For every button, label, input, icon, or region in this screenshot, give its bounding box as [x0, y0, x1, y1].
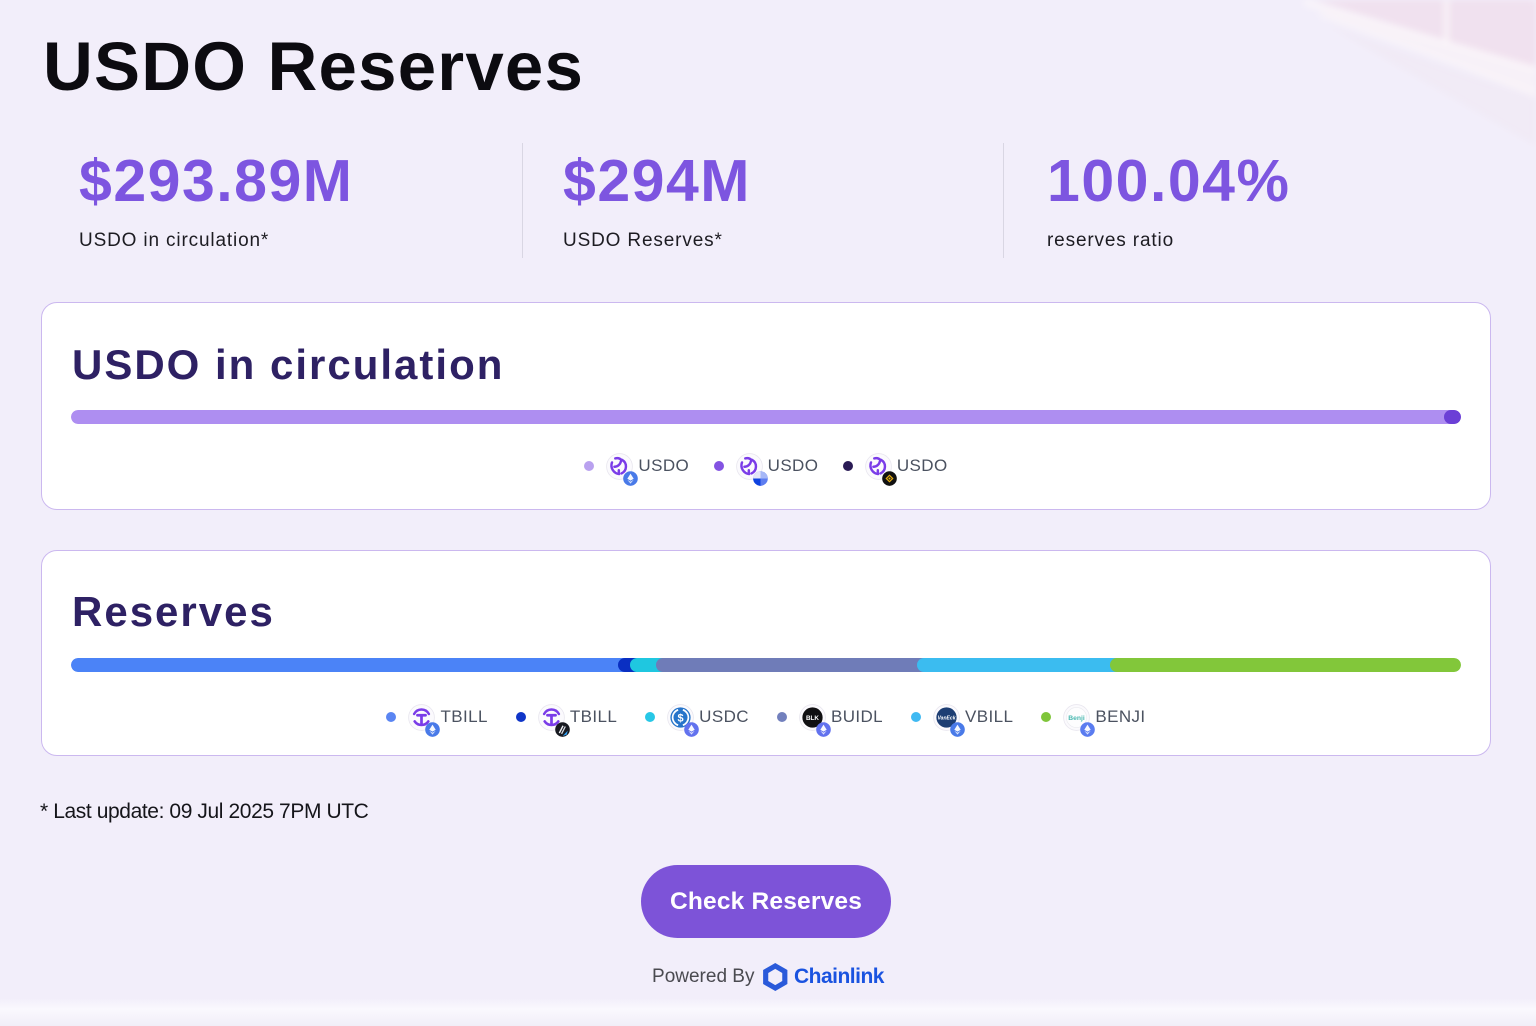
svg-text:BLK: BLK: [806, 714, 819, 721]
svg-text:Benji: Benji: [1069, 714, 1086, 721]
svg-text:$: $: [678, 712, 684, 724]
svg-text:VanEck: VanEck: [938, 715, 957, 721]
